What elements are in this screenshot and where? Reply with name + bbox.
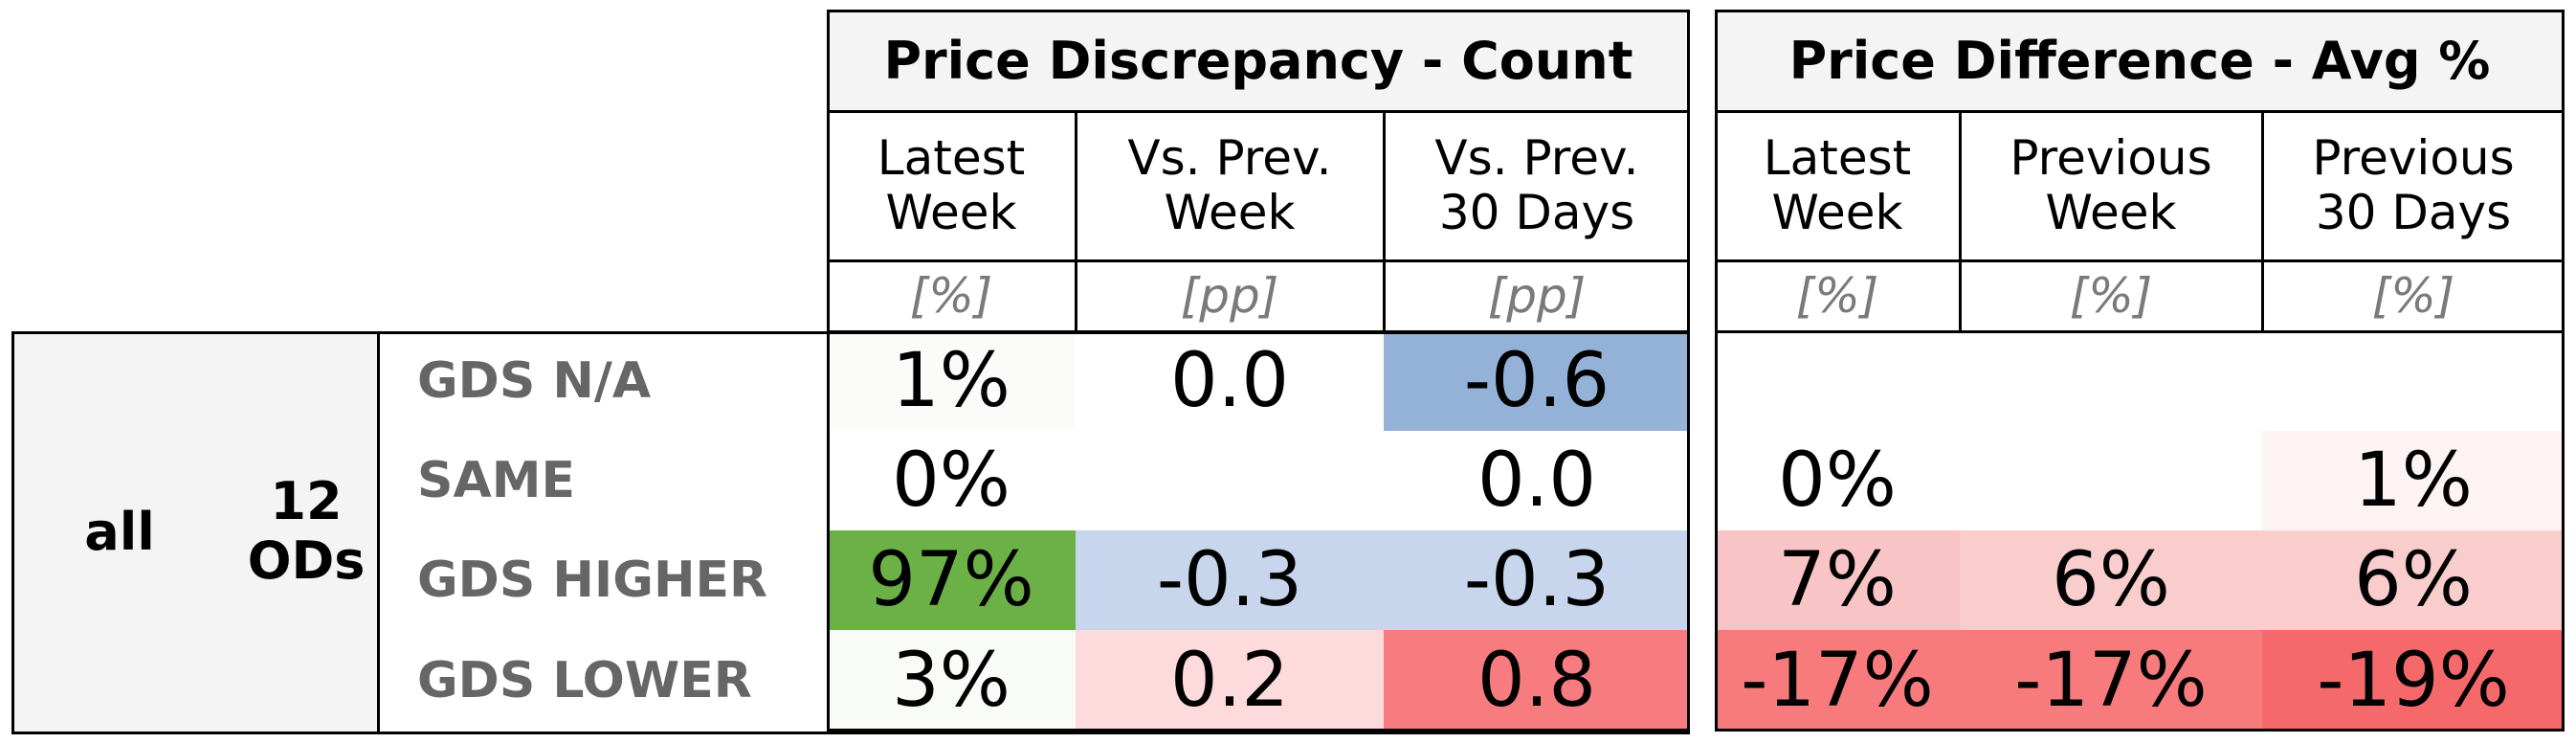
value-cell: 0.2 [1076, 630, 1384, 732]
value-cell [2262, 331, 2565, 431]
value-cell: 7% [1715, 530, 1960, 630]
grid-line [827, 259, 1690, 262]
column-unit: [%] [2069, 268, 2153, 324]
value-cell: 6% [2262, 530, 2565, 630]
value-cell: -17% [1715, 630, 1960, 732]
row-label: GDS N/A [417, 352, 652, 410]
section-border [827, 10, 1690, 732]
grid-line [2261, 111, 2264, 331]
grid-line [1075, 111, 1077, 331]
column-unit: [%] [1795, 268, 1879, 324]
value-cell [1960, 331, 2262, 431]
column-header: Latest Week [1763, 129, 1912, 240]
grid-line [827, 110, 1690, 113]
section-title: Price Discrepancy - Count [827, 10, 1690, 111]
grid-line [1715, 330, 2565, 333]
value-cell: -0.3 [1076, 530, 1384, 630]
value-cell: 0% [827, 431, 1076, 530]
value-cell [1960, 431, 2262, 530]
column-unit: [%] [909, 268, 993, 324]
value-cell: 0.0 [1076, 331, 1384, 431]
value-cell: 97% [827, 530, 1076, 630]
value-cell: 0.8 [1384, 630, 1690, 732]
row-label: GDS LOWER [417, 652, 752, 709]
value-cell: -0.3 [1384, 530, 1690, 630]
row-label: SAME [417, 452, 575, 509]
value-cell [1715, 331, 1960, 431]
value-cell: 1% [2262, 431, 2565, 530]
column-header: Previous 30 Days [2312, 129, 2515, 240]
column-unit: [pp] [1180, 268, 1279, 324]
column-unit: [pp] [1487, 268, 1587, 324]
column-header: Vs. Prev. 30 Days [1434, 129, 1639, 240]
grid-line [1715, 259, 2565, 262]
value-cell: 0% [1715, 431, 1960, 530]
value-cell: 3% [827, 630, 1076, 732]
grid-line [1383, 111, 1386, 331]
grid-line [377, 331, 380, 733]
section-border [1715, 10, 2565, 732]
section-title: Price Difference - Avg % [1715, 10, 2565, 111]
value-cell: 6% [1960, 530, 2262, 630]
column-unit: [%] [2371, 268, 2455, 324]
value-cell: -17% [1960, 630, 2262, 732]
ods-label: 12 ODs [247, 470, 366, 591]
value-cell: 1% [827, 331, 1076, 431]
row-label: GDS HIGHER [417, 552, 768, 609]
column-header: Vs. Prev. Week [1127, 129, 1332, 240]
value-cell [1076, 431, 1384, 530]
value-cell: -0.6 [1384, 331, 1690, 431]
group-panel [11, 331, 379, 732]
grid-line [1715, 110, 2565, 113]
segment-label: all [84, 501, 155, 562]
column-header: Latest Week [877, 129, 1026, 240]
row-block-border [11, 331, 1690, 734]
value-cell: -19% [2262, 630, 2565, 732]
value-cell: 0.0 [1384, 431, 1690, 530]
grid-line [1959, 111, 1962, 331]
column-header: Previous Week [2010, 129, 2212, 240]
